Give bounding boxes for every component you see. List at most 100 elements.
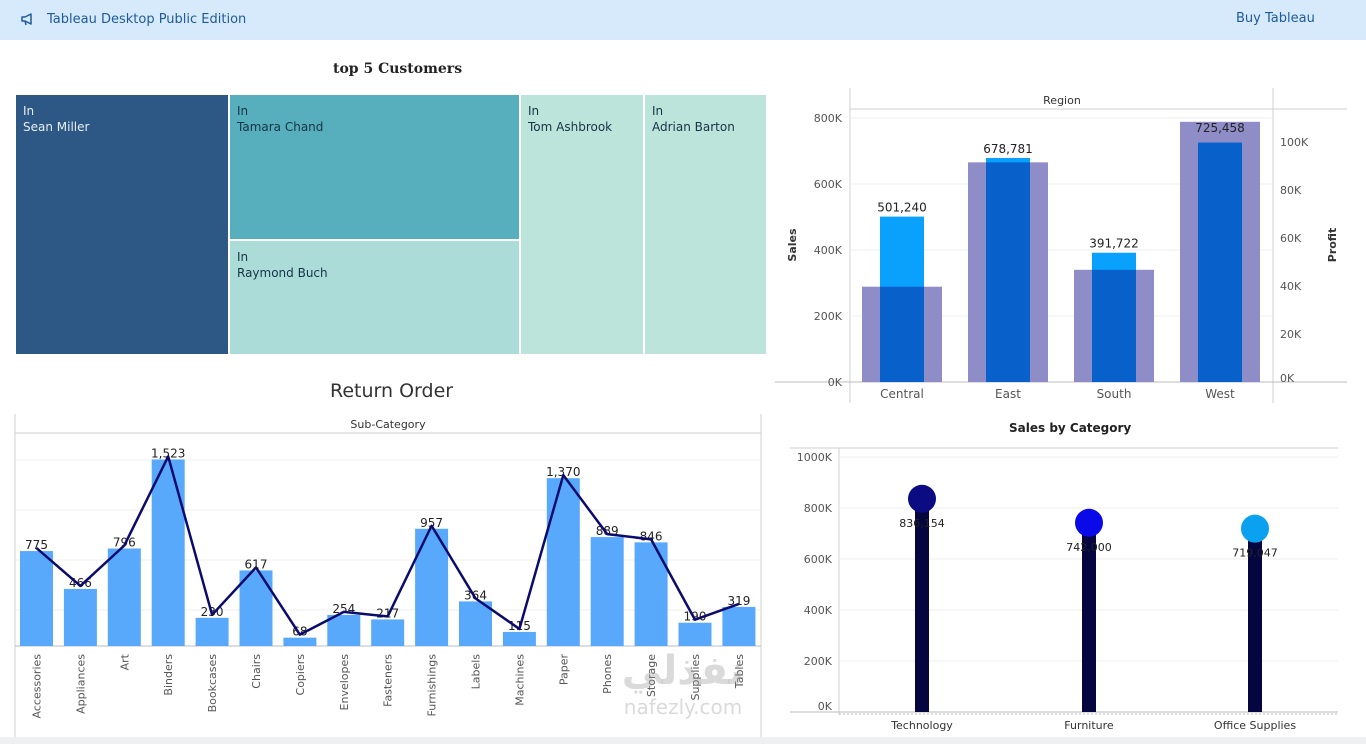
tick-label: 400K (814, 244, 843, 257)
tick-label: 60K (1280, 232, 1302, 245)
tick-label: 0K (828, 376, 843, 389)
tick-label: 1000K (797, 451, 833, 464)
bar (590, 537, 624, 646)
bar (195, 617, 229, 646)
overlap-bar (1198, 142, 1242, 382)
category-chart: 0K 200K 400K 600K 800K 1000K 836,154 Technology… (790, 447, 1338, 732)
tick-label: 80K (1280, 184, 1302, 197)
treemap-tile[interactable]: In Tamara Chand (229, 94, 520, 240)
treemap-tile[interactable]: In Tom Ashbrook (520, 94, 644, 355)
treemap-title: top 5 Customers (333, 61, 463, 77)
bar (20, 551, 53, 646)
tick-label: 600K (804, 553, 833, 566)
tick-label: Fasteners (382, 654, 395, 707)
bar (151, 459, 185, 646)
tick-label: Central (880, 387, 924, 401)
bar (502, 631, 536, 646)
region-chart: Region Sales Profit 0K 200K 400K 600K 800K 0K… (775, 88, 1347, 403)
tick-label: Office Supplies (1214, 719, 1296, 732)
data-label: 217 (376, 606, 399, 620)
treemap-tile[interactable]: In Adrian Barton (644, 94, 767, 355)
watermark-latin: nafezly.com (623, 695, 743, 719)
tick-label: South (1097, 387, 1132, 401)
tick-label: 800K (814, 112, 843, 125)
data-label: 678,781 (983, 142, 1033, 156)
data-label: 319 (727, 594, 750, 608)
tick-label: Labels (470, 654, 483, 690)
lollipop-head (1075, 508, 1103, 537)
buy-tableau-link[interactable]: Buy Tableau (1236, 11, 1315, 26)
bar (327, 614, 361, 646)
return-order-title: Return Order (330, 380, 454, 402)
footer-bar (0, 737, 1366, 744)
app-title: Tableau Desktop Public Edition (47, 12, 247, 27)
return-order-header: Sub-Category (350, 418, 426, 431)
bar (546, 478, 580, 646)
tick-label: 40K (1280, 280, 1302, 293)
tick-label: Chairs (250, 654, 263, 689)
bar (371, 619, 405, 646)
tick-label: Furnishings (426, 654, 439, 717)
tick-label: Supplies (689, 654, 702, 701)
data-label: 725,458 (1195, 121, 1245, 135)
data-label: 190 (684, 610, 707, 624)
treemap-tile[interactable]: In Raymond Buch (229, 240, 520, 355)
tick-label: 0K (818, 700, 833, 713)
profit-axis-label: Profit (1326, 228, 1339, 262)
data-label: 719,047 (1232, 547, 1278, 560)
tick-label: Machines (513, 654, 526, 706)
tick-label: 20K (1280, 328, 1302, 341)
top-bar: Tableau Desktop Public Edition Buy Table… (0, 0, 1366, 40)
tick-label: Accessories (31, 654, 44, 719)
data-label: 617 (245, 557, 268, 571)
tick-label: 800K (804, 502, 833, 515)
tick-label: 100K (1280, 136, 1309, 149)
return-order-chart: Sub-Category 775Accessories466Appliances… (14, 414, 762, 738)
tick-label: Art (118, 653, 131, 670)
bar (63, 588, 97, 646)
tick-label: 0K (1280, 372, 1295, 385)
tick-label: Bookcases (206, 654, 219, 713)
tick-label: Paper (557, 654, 570, 686)
treemap-tile[interactable]: In Sean Miller (15, 94, 229, 355)
tick-label: Furniture (1064, 719, 1114, 732)
tick-label: Phones (601, 654, 614, 694)
data-label: 1,370 (546, 465, 580, 479)
tick-label: East (995, 387, 1021, 401)
bar (722, 606, 756, 646)
data-label: 1,523 (151, 446, 185, 460)
data-label: 775 (25, 538, 48, 552)
data-label: 836,154 (899, 517, 945, 530)
bar (459, 601, 492, 646)
tick-label: Storage (645, 654, 658, 697)
overlap-bar (986, 162, 1030, 382)
tick-label: 400K (804, 604, 833, 617)
data-label: 957 (420, 516, 443, 530)
tick-label: Tables (733, 654, 746, 689)
bar (239, 570, 273, 646)
overlap-bar (1092, 269, 1136, 382)
overlap-bar (880, 286, 924, 382)
watermark-arabic: نفذلي (621, 648, 745, 694)
tick-label: Binders (162, 654, 175, 696)
lollipop-stem (1248, 528, 1262, 712)
lollipop-stem (915, 498, 929, 712)
data-label: 796 (113, 535, 136, 549)
tick-label: West (1205, 387, 1235, 401)
data-label: 364 (464, 588, 487, 602)
category-title: Sales by Category (1009, 421, 1132, 435)
data-label: 742,000 (1066, 541, 1112, 554)
tick-label: 200K (814, 310, 843, 323)
lollipop-head (908, 484, 936, 513)
sales-axis-label: Sales (786, 228, 799, 262)
data-label: 501,240 (877, 201, 927, 215)
region-header: Region (1043, 94, 1081, 107)
tick-label: 600K (814, 178, 843, 191)
watermark: نفذلي nafezly.com (598, 648, 768, 738)
lollipop-head (1241, 514, 1269, 543)
tick-label: Copiers (294, 654, 307, 696)
bar (678, 622, 712, 646)
megaphone-icon (21, 13, 32, 26)
data-label: 391,722 (1089, 237, 1139, 251)
tick-label: Technology (890, 719, 953, 732)
